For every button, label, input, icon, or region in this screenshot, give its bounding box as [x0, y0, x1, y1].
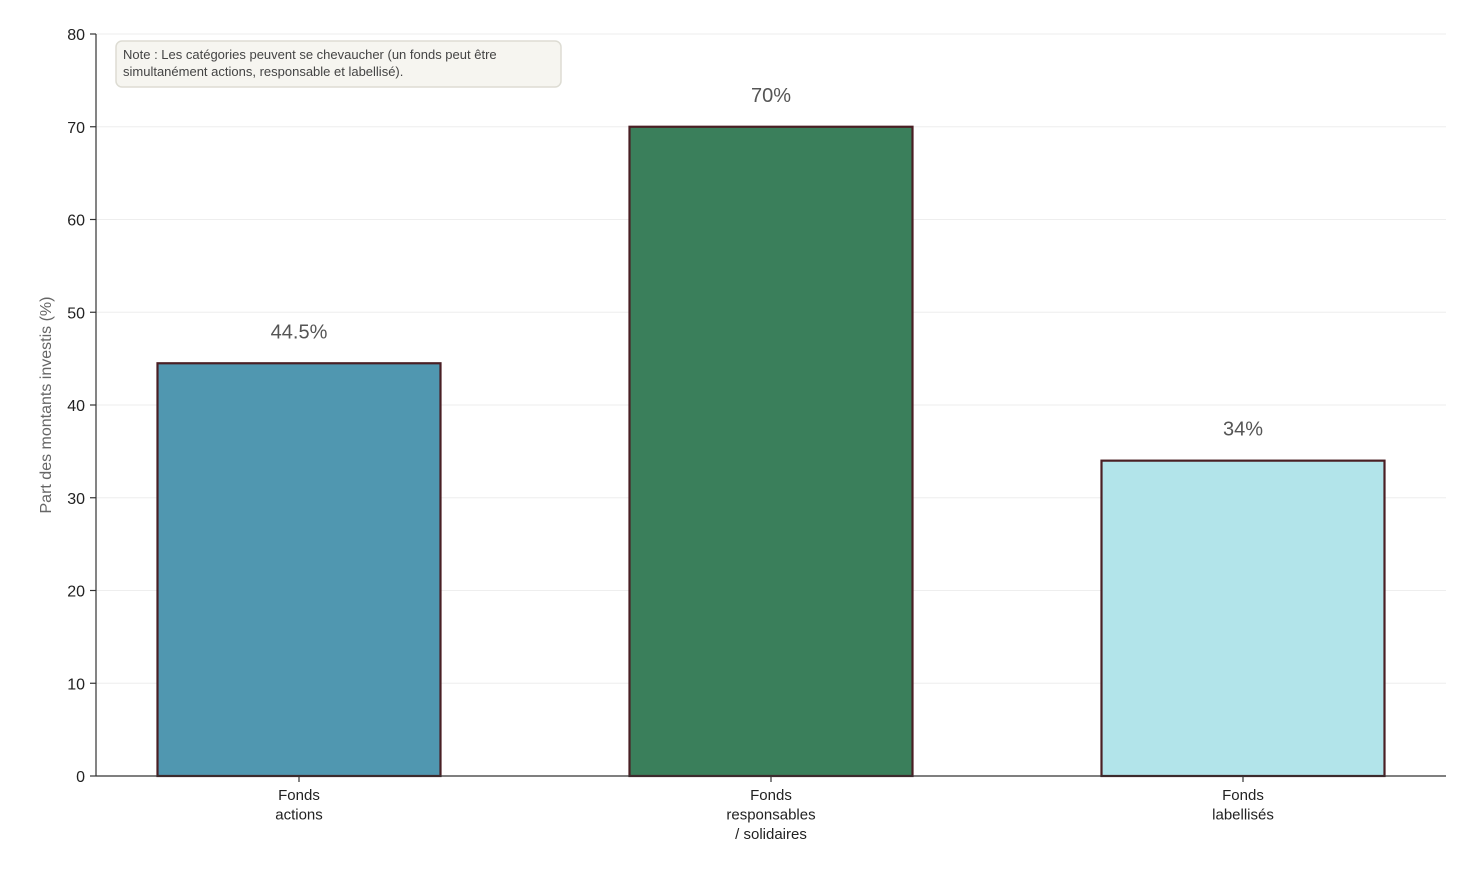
value-label: 34% [1223, 419, 1263, 441]
y-tick-label: 0 [76, 769, 85, 786]
x-tick-label: Fonds responsables / solidaires [726, 787, 815, 843]
y-tick-label: 70 [67, 120, 85, 137]
y-axis-title: Part des montants investis (%) [38, 297, 55, 514]
x-tick-label-line: / solidaires [735, 826, 807, 843]
y-tick-label: 20 [67, 584, 85, 601]
y-tick-label: 30 [67, 491, 85, 508]
x-tick-label-line: Fonds [1222, 787, 1264, 804]
x-tick-label-line: responsables [726, 807, 815, 824]
note-line-2: simultanément actions, responsable et la… [123, 64, 403, 79]
x-tick-label-line: actions [275, 807, 323, 824]
x-tick-label: Fonds labellisés [1212, 787, 1274, 824]
y-tick-label: 80 [67, 27, 85, 44]
y-tick-label: 50 [67, 305, 85, 322]
bar [156, 362, 442, 778]
note-background [115, 40, 562, 88]
axes [90, 33, 1446, 782]
y-tick-label: 40 [67, 398, 85, 415]
note-box: Note : Les catégories peuvent se chevauc… [115, 40, 562, 88]
bar [1100, 459, 1386, 778]
value-label: 44.5% [271, 321, 328, 343]
x-tick-label-line: Fonds [750, 787, 792, 804]
x-tick-label-line: Fonds [278, 787, 320, 804]
y-tick-label: 60 [67, 213, 85, 230]
x-tick-label: Fonds actions [275, 787, 323, 824]
bars [156, 125, 1386, 778]
labels: 0 10 20 30 40 50 60 70 80 44.5% Fonds actions 70% Fon… [67, 27, 1274, 843]
bar [628, 125, 914, 778]
y-tick-label: 10 [67, 676, 85, 693]
x-tick-label-line: labellisés [1212, 807, 1274, 824]
value-label: 70% [751, 85, 791, 107]
note-line-1: Note : Les catégories peuvent se chevauc… [123, 47, 497, 62]
